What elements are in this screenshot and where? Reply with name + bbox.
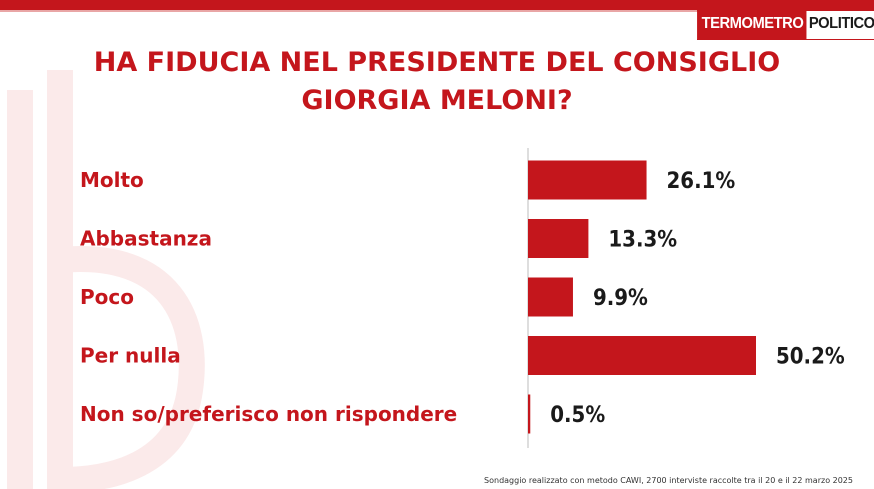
value-label: 0.5% <box>550 403 605 428</box>
background-watermark-decoration <box>7 70 205 489</box>
brand-logo-part1: TERMOMETRO <box>697 11 807 39</box>
bar <box>528 160 647 200</box>
top-accent-bar <box>0 0 874 12</box>
category-label: Abbastanza <box>80 227 212 251</box>
category-label: Non so/preferisco non rispondere <box>80 402 457 426</box>
value-label: 13.3% <box>608 228 677 253</box>
value-label: 26.1% <box>667 169 736 194</box>
category-label: Poco <box>80 285 134 309</box>
survey-footnote: Sondaggio realizzato con metodo CAWI, 27… <box>484 476 853 485</box>
chart-title-line1: HA FIDUCIA NEL PRESIDENTE DEL CONSIGLIO <box>93 47 781 78</box>
bar <box>528 277 573 317</box>
bar <box>528 219 589 258</box>
value-label: 9.9% <box>593 286 648 311</box>
category-label: Molto <box>80 168 144 192</box>
category-label: Per nulla <box>80 344 181 368</box>
bar <box>528 336 756 375</box>
value-label: 50.2% <box>776 345 845 370</box>
brand-logo: TERMOMETRO POLITICO <box>697 10 874 40</box>
chart-title-line2: GIORGIA MELONI? <box>301 85 573 116</box>
chart-title: HA FIDUCIA NEL PRESIDENTE DEL CONSIGLIO … <box>0 44 874 120</box>
brand-logo-part2: POLITICO <box>806 11 874 39</box>
bar <box>528 394 531 434</box>
